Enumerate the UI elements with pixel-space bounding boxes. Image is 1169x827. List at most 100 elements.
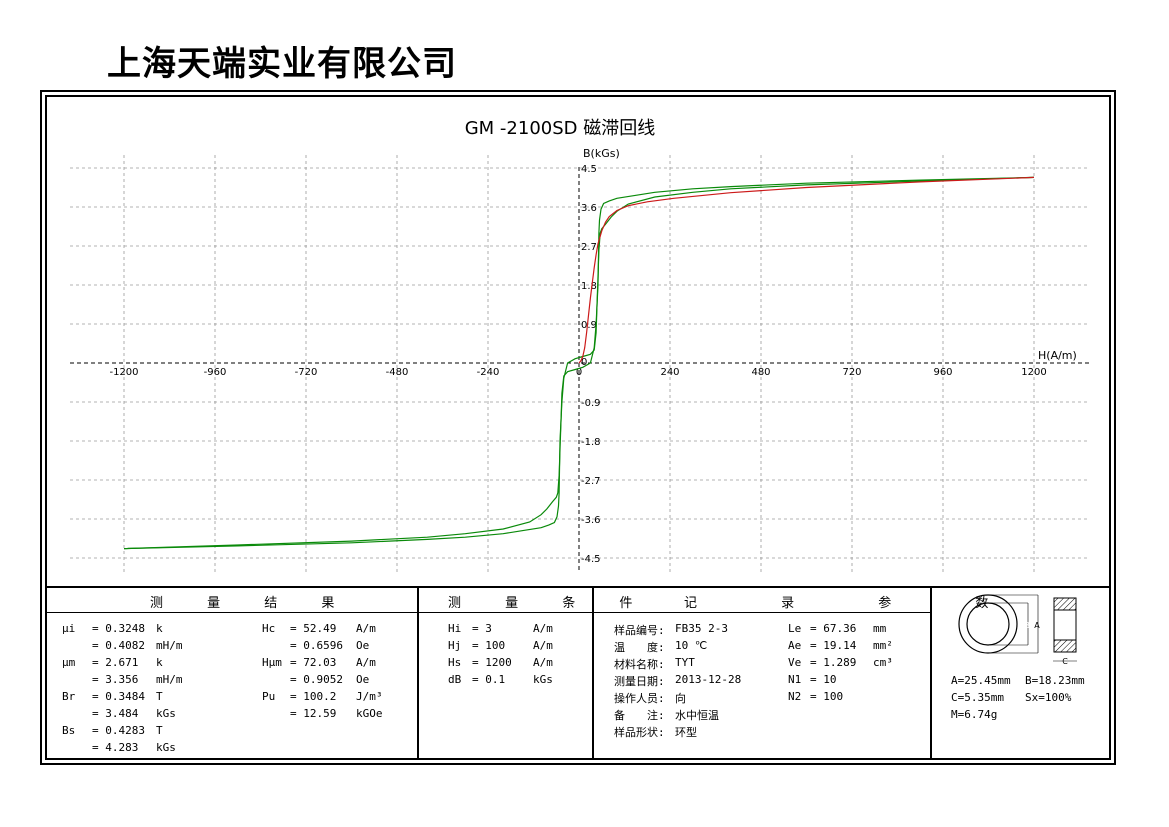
record-value-2: = 10 bbox=[810, 673, 837, 686]
results-value-2: = 72.03 bbox=[290, 656, 337, 669]
x-tick-label: 480 bbox=[751, 367, 770, 378]
results-unit: k bbox=[156, 622, 163, 635]
table-top-border bbox=[45, 586, 1111, 588]
x-tick-label: 240 bbox=[660, 367, 679, 378]
record-symbol-2: N2 bbox=[788, 690, 802, 703]
results-unit-2: A/m bbox=[356, 656, 376, 669]
curves bbox=[123, 176, 1035, 550]
results-value: = 0.4082 bbox=[92, 639, 145, 652]
results-unit: k bbox=[156, 656, 163, 669]
y-tick-label: 3.6 bbox=[581, 203, 597, 214]
record-value: TYT bbox=[675, 656, 695, 669]
results-value: = 0.3484 bbox=[92, 690, 145, 703]
section-top-hatch bbox=[1053, 597, 1077, 611]
record-symbol-2: Le bbox=[788, 622, 802, 635]
grid-lines bbox=[70, 155, 1090, 572]
y-axis-label: B(kGs) bbox=[583, 147, 620, 160]
condition-value: = 100 bbox=[472, 639, 506, 652]
tick-labels: -1200 -960 -720 -480 -240 0 240 480 720 960 1200 4.… bbox=[109, 164, 1046, 565]
record-symbol-2: N1 bbox=[788, 673, 802, 686]
record-value-2: = 67.36 bbox=[810, 622, 857, 635]
record-label: 样品形状: bbox=[614, 726, 665, 739]
record-label: 测量日期: bbox=[614, 675, 665, 688]
table-col-divider-3 bbox=[930, 586, 932, 760]
sample-dim-b: B=18.23mm bbox=[1025, 674, 1085, 687]
results-unit-2: Oe bbox=[356, 673, 370, 686]
record-unit-2: mm bbox=[873, 622, 887, 635]
results-unit-2: A/m bbox=[356, 622, 376, 635]
y-tick-label: 0.9 bbox=[581, 320, 597, 331]
x-tick-label: -1200 bbox=[109, 367, 138, 378]
x-tick-label: -480 bbox=[386, 367, 409, 378]
record-symbol-2: Ve bbox=[788, 656, 802, 669]
sample-dim-a: A=25.45mm bbox=[951, 674, 1011, 687]
results-title: 测 量 结 果 bbox=[150, 596, 355, 611]
record-label: 材料名称: bbox=[614, 658, 665, 671]
results-unit: mH/m bbox=[156, 673, 183, 686]
sample-diagram: B A C bbox=[958, 594, 1077, 666]
condition-value: = 0.1 bbox=[472, 673, 506, 686]
company-name: 上海天端实业有限公司 bbox=[107, 44, 457, 84]
results-symbol: Br bbox=[62, 690, 76, 703]
condition-value: = 3 bbox=[472, 622, 492, 635]
record-value-2: = 19.14 bbox=[810, 639, 857, 652]
record-label: 温 度: bbox=[614, 641, 665, 654]
axes bbox=[70, 167, 1090, 572]
sample-dim-c: C=5.35mm bbox=[951, 691, 1004, 704]
y-tick-label: -3.6 bbox=[581, 515, 601, 526]
x-tick-label: 720 bbox=[842, 367, 861, 378]
table-col-divider-1 bbox=[417, 586, 419, 760]
toroid-outer-circle bbox=[958, 594, 1018, 654]
condition-unit: A/m bbox=[533, 622, 553, 635]
results-unit: mH/m bbox=[156, 639, 183, 652]
results-value-2: = 0.9052 bbox=[290, 673, 343, 686]
record-value-2: = 1.289 bbox=[810, 656, 857, 669]
y-tick-label: 2.7 bbox=[581, 242, 597, 253]
record-value-2: = 100 bbox=[810, 690, 844, 703]
section-body bbox=[1053, 609, 1077, 641]
x-axis-label: H(A/m) bbox=[1038, 349, 1077, 362]
record-title: 记 录 参 数 bbox=[684, 596, 1029, 611]
record-value: 水中恒温 bbox=[675, 709, 719, 722]
condition-symbol: Hi bbox=[448, 622, 462, 635]
results-symbol-2: Hμm bbox=[262, 656, 282, 669]
results-value: = 3.356 bbox=[92, 673, 139, 686]
condition-unit: A/m bbox=[533, 656, 553, 669]
condition-value: = 1200 bbox=[472, 656, 512, 669]
section-bottom-hatch bbox=[1053, 639, 1077, 653]
toroid-inner-circle bbox=[966, 602, 1010, 646]
condition-symbol: Hs bbox=[448, 656, 462, 669]
results-unit: kGs bbox=[156, 707, 176, 720]
results-symbol: μm bbox=[62, 656, 76, 669]
results-unit: T bbox=[156, 724, 163, 737]
y-tick-label: -2.7 bbox=[581, 476, 601, 487]
results-value-2: = 52.49 bbox=[290, 622, 337, 635]
record-label: 备 注: bbox=[614, 709, 665, 722]
record-label: 样品编号: bbox=[614, 624, 665, 637]
results-symbol: Bs bbox=[62, 724, 76, 737]
x-tick-label: -240 bbox=[477, 367, 500, 378]
results-unit-2: kGOe bbox=[356, 707, 383, 720]
condition-unit: kGs bbox=[533, 673, 553, 686]
x-tick-label: 1200 bbox=[1021, 367, 1046, 378]
condition-unit: A/m bbox=[533, 639, 553, 652]
y-tick-label: 1.8 bbox=[581, 281, 597, 292]
results-unit: kGs bbox=[156, 741, 176, 754]
x-tick-label: 960 bbox=[933, 367, 952, 378]
conditions-title: 测 量 条 件 bbox=[448, 596, 653, 611]
sample-mass: M=6.74g bbox=[951, 708, 998, 721]
record-unit-2: mm² bbox=[873, 639, 893, 652]
results-symbol-2: Hc bbox=[262, 622, 276, 635]
x-tick-label: 0 bbox=[576, 367, 582, 378]
condition-symbol: dB bbox=[448, 673, 462, 686]
record-symbol-2: Ae bbox=[788, 639, 802, 652]
y-tick-label: 4.5 bbox=[581, 164, 597, 175]
dim-label-b: B bbox=[1024, 621, 1030, 630]
results-value: = 0.4283 bbox=[92, 724, 145, 737]
record-label: 操作人员: bbox=[614, 692, 665, 705]
record-value: FB35 2-3 bbox=[675, 622, 728, 635]
record-value: 向 bbox=[675, 692, 686, 705]
results-value: = 2.671 bbox=[92, 656, 139, 669]
sample-sx: Sx=100% bbox=[1025, 691, 1072, 704]
